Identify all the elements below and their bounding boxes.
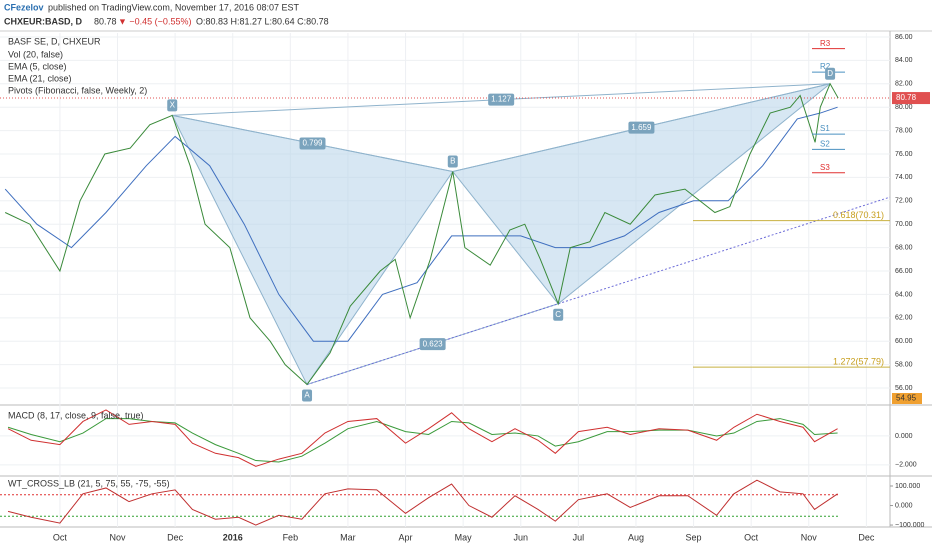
point-label: X	[170, 100, 176, 109]
x-tick-label: Jul	[573, 532, 585, 542]
last-price-badge	[892, 92, 930, 105]
macd-line	[7, 409, 838, 467]
y-tick-label: 84.00	[895, 57, 913, 64]
pivot-label: S2	[820, 139, 830, 148]
pivot-label: R2	[820, 62, 831, 71]
x-tick-label: Nov	[110, 532, 127, 542]
x-tick-label: Nov	[801, 532, 818, 542]
volume-badge	[892, 393, 922, 404]
ratio-label: 1.127	[491, 95, 512, 104]
plot-layer: Oct Nov Dec 2016 Feb Mar Apr May Jun Jul Aug Sep Oct…	[0, 33, 930, 542]
symbol: CHXEUR:BASD, D	[4, 16, 83, 26]
y-tick-label: 82.00	[895, 81, 913, 88]
y-tick-label: 60.00	[895, 338, 913, 345]
point-badge	[825, 67, 836, 80]
pivot-label: R3	[820, 39, 831, 48]
y-tick-label: 100.000	[895, 483, 920, 490]
y-tick-label: 64.00	[895, 291, 913, 298]
ratio-badge	[299, 137, 326, 150]
y-tick-label: 0.000	[895, 502, 913, 509]
x-tick-label: Feb	[283, 532, 299, 542]
ratio-badge	[488, 93, 515, 106]
change: ▼ −0.45 (−0.55%)	[118, 16, 191, 26]
y-tick-label: 74.00	[895, 174, 913, 181]
y-tick-label: 76.00	[895, 151, 913, 158]
y-tick-label: 68.00	[895, 244, 913, 251]
ohlc: O:80.83 H:81.27 L:80.64 C:80.78	[196, 16, 329, 26]
y-tick-label: 62.00	[895, 315, 913, 322]
x-tick-label: 2016	[223, 532, 243, 542]
x-tick-label: Jun	[513, 532, 528, 542]
pane-title: MACD (8, 17, close, 9, false, true)	[8, 410, 144, 420]
ratio-label: 1.659	[631, 123, 652, 132]
study-label: EMA (5, close)	[8, 61, 67, 71]
study-label: Pivots (Fibonacci, false, Weekly, 2)	[8, 85, 147, 95]
x-tick-label: Oct	[744, 532, 759, 542]
fib-label: 1.272(57.79)	[833, 356, 884, 366]
y-tick-label: −2.000	[895, 462, 917, 469]
x-tick-label: Sep	[686, 532, 702, 542]
ratio-label: 0.799	[302, 139, 323, 148]
last: 80.78	[94, 16, 117, 26]
x-tick-label: Aug	[628, 532, 644, 542]
y-tick-label: 80.00	[895, 104, 913, 111]
y-tick-label: 72.00	[895, 198, 913, 205]
y-tick-label: 86.00	[895, 34, 913, 41]
ratio-badge	[628, 121, 655, 134]
study-label: EMA (21, close)	[8, 73, 72, 83]
point-label: B	[450, 157, 455, 166]
y-tick-label: 0.000	[895, 433, 913, 440]
y-tick-label: 78.00	[895, 127, 913, 134]
pivot-label: S3	[820, 163, 830, 172]
author[interactable]: CFezelov	[4, 2, 44, 12]
published: published on TradingView.com, November 1…	[48, 2, 299, 12]
x-tick-label: May	[455, 532, 473, 542]
point-badge	[553, 308, 564, 321]
y-tick-label: 56.00	[895, 385, 913, 392]
study-label: Vol (20, false)	[8, 49, 63, 59]
pivot-label: S1	[820, 124, 830, 133]
x-tick-label: Apr	[399, 532, 413, 542]
chart-title: BASF SE, D, CHXEUR	[8, 36, 101, 46]
point-label: D	[827, 69, 833, 78]
price-line	[4, 82, 839, 386]
point-badge	[302, 389, 313, 402]
ratio-badge	[419, 338, 446, 351]
ema21-line	[4, 106, 838, 342]
volume-value: 54.95	[896, 394, 917, 403]
x-tick-label: Oct	[53, 532, 68, 542]
pane-title: WT_CROSS_LB (21, 5, 75, 55, -75, -55)	[8, 478, 170, 488]
last-price-value: 80.78	[896, 93, 917, 102]
point-badge	[167, 99, 178, 112]
point-badge	[447, 155, 458, 168]
point-label: C	[555, 310, 561, 319]
x-tick-label: Dec	[167, 532, 184, 542]
x-tick-label: Mar	[340, 532, 356, 542]
y-tick-label: 66.00	[895, 268, 913, 275]
point-label: A	[304, 391, 310, 400]
y-tick-label: 70.00	[895, 221, 913, 228]
ratio-label: 0.623	[423, 339, 444, 348]
fib-label: 0.618(70.31)	[833, 210, 884, 220]
y-tick-label: −100.000	[895, 522, 924, 529]
y-tick-label: 58.00	[895, 361, 913, 368]
x-tick-label: Dec	[858, 532, 875, 542]
wt-line	[7, 479, 838, 526]
